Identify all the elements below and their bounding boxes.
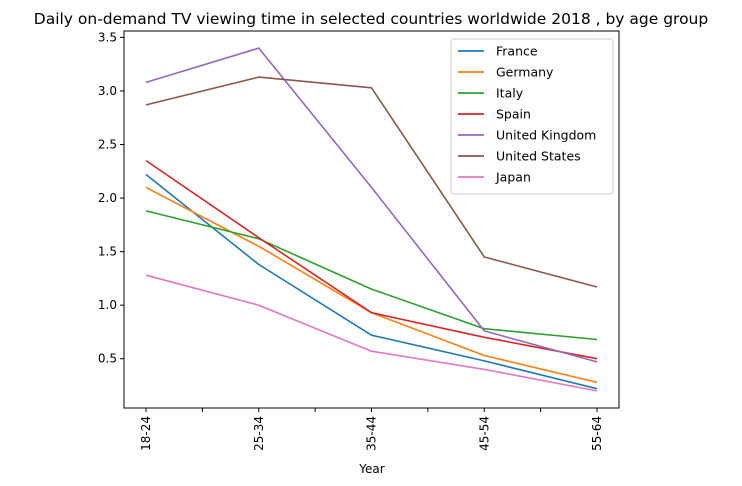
x-tick-label: 35-44 (365, 416, 379, 451)
legend-label: Italy (496, 86, 524, 101)
x-tick-label: 55-64 (590, 416, 604, 451)
series-line-united-states (145, 76, 598, 288)
x-axis-label: Year (358, 462, 384, 476)
y-tick-label: 2.5 (98, 138, 117, 152)
legend-label: Japan (495, 170, 531, 185)
y-tick-label: 1.5 (98, 245, 117, 259)
series-line-germany (145, 186, 598, 384)
x-axis: 18-24 25-34 35-44 45-54 55-64 (139, 408, 604, 451)
y-tick-label: 2.0 (98, 191, 117, 205)
series-line-japan (145, 274, 598, 392)
legend-label: United Kingdom (496, 128, 596, 143)
legend-label: France (496, 44, 538, 59)
series-line-italy (145, 210, 598, 341)
legend-label: Germany (496, 65, 554, 80)
y-tick-label: 3.0 (98, 84, 117, 98)
y-tick-label: 3.5 (98, 30, 117, 44)
series-line-france (145, 173, 598, 390)
x-tick-label: 18-24 (139, 416, 153, 451)
plot-lines (145, 47, 598, 392)
series-line-spain (145, 159, 598, 360)
legend-label: United States (496, 149, 581, 164)
y-tick-label: 0.5 (98, 352, 117, 366)
x-tick-label: 25-34 (252, 416, 266, 451)
legend-box (450, 38, 614, 195)
chart-title: Daily on-demand TV viewing time in selec… (34, 10, 708, 28)
legend-label: Spain (496, 107, 531, 122)
x-tick-label: 45-54 (477, 416, 491, 451)
legend: France Germany Italy Spain United Kingdom Uni… (450, 38, 614, 195)
series-line-united-kingdom (145, 47, 598, 363)
y-axis: 0.5 1.0 1.5 2.0 2.5 3.0 3.5 (98, 30, 124, 366)
y-tick-label: 1.0 (98, 298, 117, 312)
